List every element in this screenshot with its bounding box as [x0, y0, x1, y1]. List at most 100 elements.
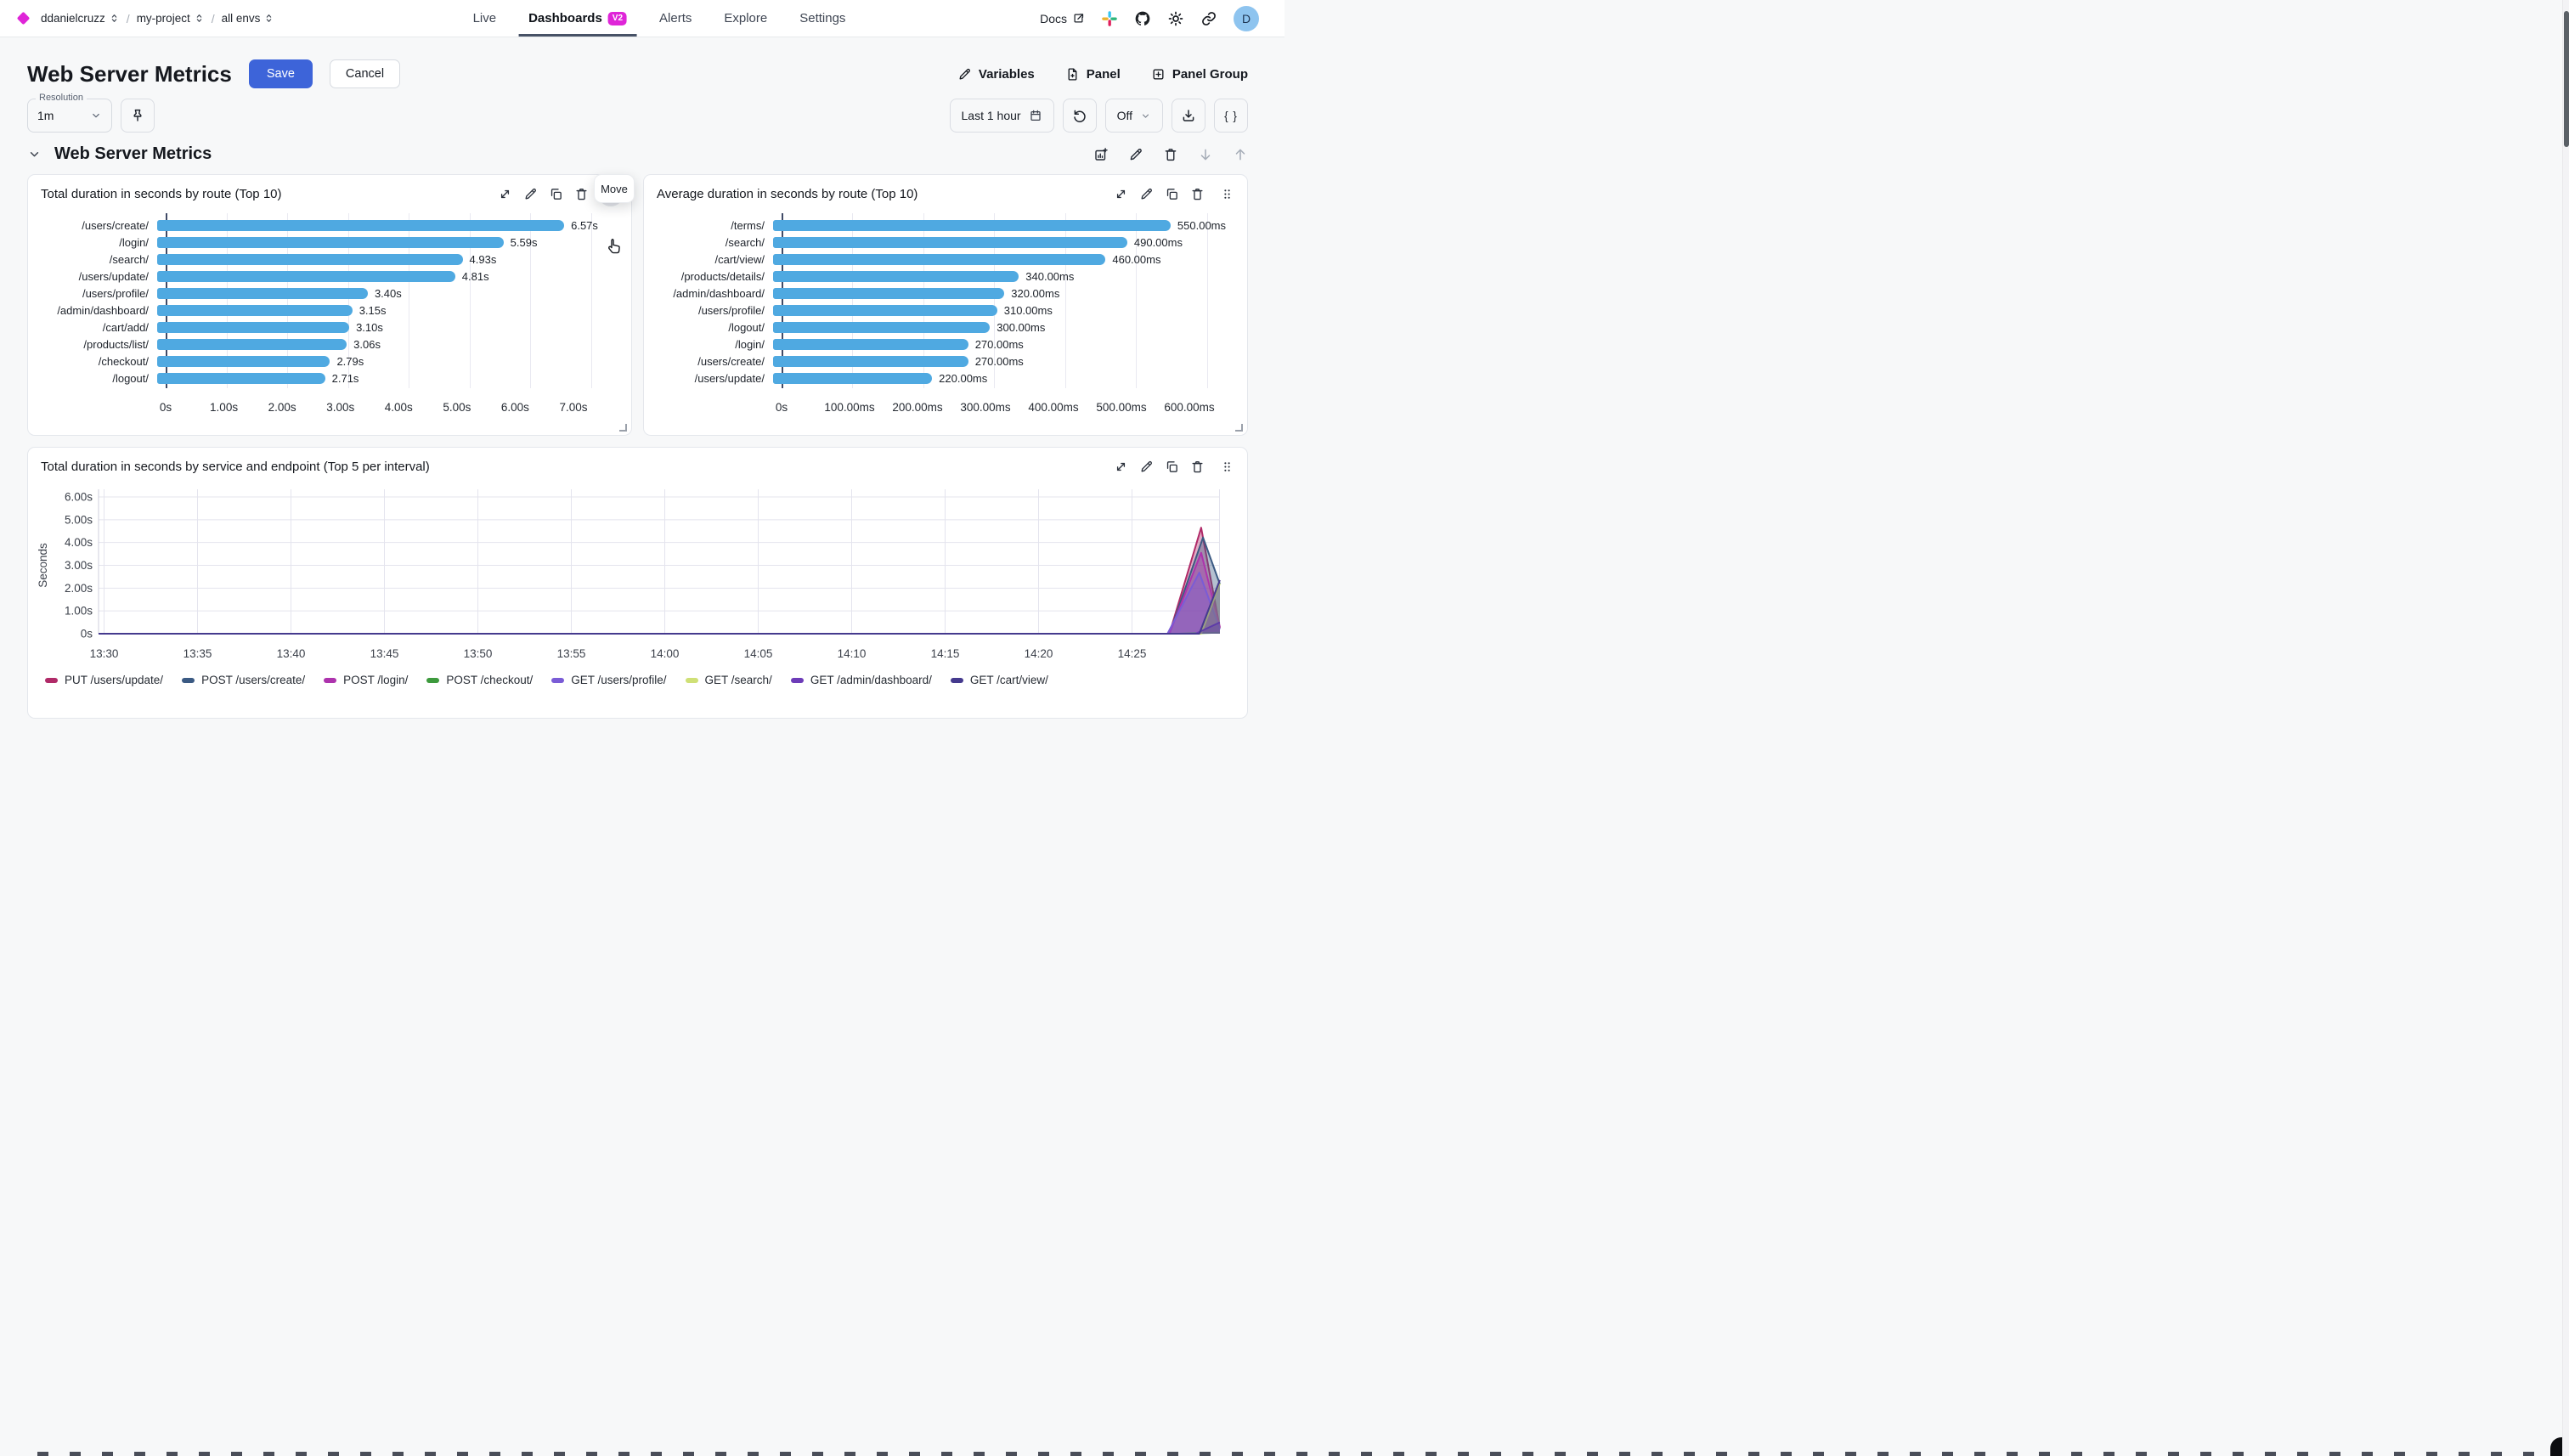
bar-plot: 3.40s [157, 285, 613, 302]
drag-handle[interactable] [1214, 181, 1239, 206]
x-axis-tick: 0s [775, 401, 788, 414]
x-axis-tick: 14:00 [651, 647, 680, 660]
bar[interactable] [157, 355, 330, 367]
pin-button[interactable] [121, 99, 155, 133]
delete-panel-icon[interactable] [1190, 460, 1205, 474]
breadcrumb: ddanielcruzz / my-project / all envs [0, 12, 274, 25]
avatar[interactable]: D [1234, 5, 1259, 31]
add-panel-button[interactable]: Panel [1065, 67, 1121, 82]
edit-group-icon[interactable] [1128, 147, 1143, 162]
time-series-chart[interactable]: 6.00s 5.00s 4.00s 3.00s 2.00s 1.00s 0s 13:30 13:… [28, 477, 1246, 668]
edit-panel-icon[interactable] [1139, 460, 1154, 474]
nav-explore[interactable]: Explore [724, 11, 768, 25]
expand-icon[interactable] [1114, 460, 1128, 474]
download-icon [1181, 108, 1196, 123]
legend-label: POST /users/create/ [201, 674, 306, 686]
docs-link[interactable]: Docs [1040, 12, 1085, 25]
legend-item[interactable]: GET /users/profile/ [551, 674, 667, 686]
nav-dashboards[interactable]: Dashboards V2 [518, 0, 637, 37]
bar[interactable] [773, 338, 968, 350]
bar[interactable] [773, 372, 933, 384]
bar[interactable] [773, 236, 1127, 248]
panel-resize-handle[interactable] [619, 424, 627, 432]
edit-panel-icon[interactable] [523, 187, 538, 201]
bar[interactable] [773, 219, 1171, 231]
bar[interactable] [157, 372, 325, 384]
bar[interactable] [157, 338, 347, 350]
duplicate-panel-icon[interactable] [1165, 460, 1179, 474]
bar[interactable] [157, 287, 368, 299]
org-name: ddanielcruzz [41, 12, 105, 25]
duplicate-panel-icon[interactable] [1165, 187, 1179, 201]
panel-resize-handle[interactable] [1235, 424, 1243, 432]
json-view-button[interactable]: { } [1214, 99, 1248, 133]
logo-diamond-icon[interactable] [16, 11, 31, 25]
series-line[interactable] [99, 621, 1221, 635]
add-panel-group-button[interactable]: Panel Group [1151, 67, 1248, 82]
save-button[interactable]: Save [248, 59, 313, 88]
drag-handle[interactable] [1214, 454, 1239, 479]
time-range-button[interactable]: Last 1 hour [949, 99, 1054, 133]
legend-swatch-icon [324, 677, 337, 683]
bar[interactable] [157, 270, 455, 282]
refresh-button[interactable] [1062, 99, 1097, 133]
bar[interactable] [773, 287, 1005, 299]
legend-item[interactable]: POST /users/create/ [182, 674, 305, 686]
legend-item[interactable]: GET /search/ [685, 674, 772, 686]
sun-theme-icon[interactable] [1167, 10, 1184, 27]
bar[interactable] [157, 236, 504, 248]
cancel-button[interactable]: Cancel [329, 59, 401, 88]
chevron-down-icon [1140, 110, 1151, 121]
org-selector[interactable]: ddanielcruzz [41, 12, 120, 25]
nav-settings[interactable]: Settings [799, 11, 846, 25]
bar[interactable] [773, 321, 991, 333]
legend-item[interactable]: PUT /users/update/ [45, 674, 163, 686]
legend-item[interactable]: GET /cart/view/ [950, 674, 1048, 686]
bar-row: /products/details/340.00ms [644, 268, 1228, 285]
project-selector[interactable]: my-project [137, 12, 205, 25]
refresh-interval-select[interactable]: Off [1104, 99, 1163, 133]
legend-item[interactable]: POST /checkout/ [426, 674, 533, 686]
move-group-down-icon[interactable] [1198, 147, 1213, 162]
resolution-select[interactable]: Resolution 1m [27, 93, 112, 133]
delete-panel-icon[interactable] [574, 187, 589, 201]
scrollbar-thumb[interactable] [2564, 11, 2569, 147]
delete-panel-icon[interactable] [1190, 187, 1205, 201]
expand-icon[interactable] [1114, 187, 1128, 201]
delete-group-icon[interactable] [1163, 147, 1178, 162]
series-line[interactable] [99, 527, 1221, 635]
collapse-chevron-icon[interactable] [27, 147, 42, 161]
edit-panel-icon[interactable] [1139, 187, 1154, 201]
nav-alerts[interactable]: Alerts [659, 11, 692, 25]
series-line[interactable] [99, 579, 1221, 635]
bar[interactable] [773, 253, 1106, 265]
bar[interactable] [157, 219, 565, 231]
link-icon[interactable] [1200, 10, 1217, 27]
expand-icon[interactable] [498, 187, 512, 201]
bar-row: /login/270.00ms [644, 336, 1228, 353]
bar[interactable] [157, 253, 463, 265]
duplicate-panel-icon[interactable] [549, 187, 563, 201]
download-button[interactable] [1172, 99, 1205, 133]
legend-item[interactable]: POST /login/ [324, 674, 408, 686]
github-icon[interactable] [1134, 10, 1151, 27]
series-line[interactable] [99, 536, 1221, 635]
vertical-scrollbar[interactable] [2562, 0, 2569, 1456]
variables-button[interactable]: Variables [957, 67, 1035, 82]
bar[interactable] [773, 270, 1019, 282]
bar[interactable] [773, 355, 968, 367]
add-panel-to-group-icon[interactable] [1093, 147, 1109, 162]
legend-item[interactable]: GET /admin/dashboard/ [790, 674, 932, 686]
bar[interactable] [773, 304, 997, 316]
series-line[interactable] [99, 572, 1221, 635]
bar-category-label: /users/create/ [82, 218, 149, 232]
series-line[interactable] [99, 583, 1221, 635]
bar-row: /logout/300.00ms [644, 319, 1228, 336]
x-axis-tick: 5.00s [443, 401, 471, 414]
nav-live[interactable]: Live [472, 11, 497, 25]
env-selector[interactable]: all envs [222, 12, 275, 25]
bar[interactable] [157, 321, 350, 333]
slack-icon[interactable] [1101, 10, 1118, 27]
bar[interactable] [157, 304, 353, 316]
move-group-up-icon[interactable] [1233, 147, 1248, 162]
